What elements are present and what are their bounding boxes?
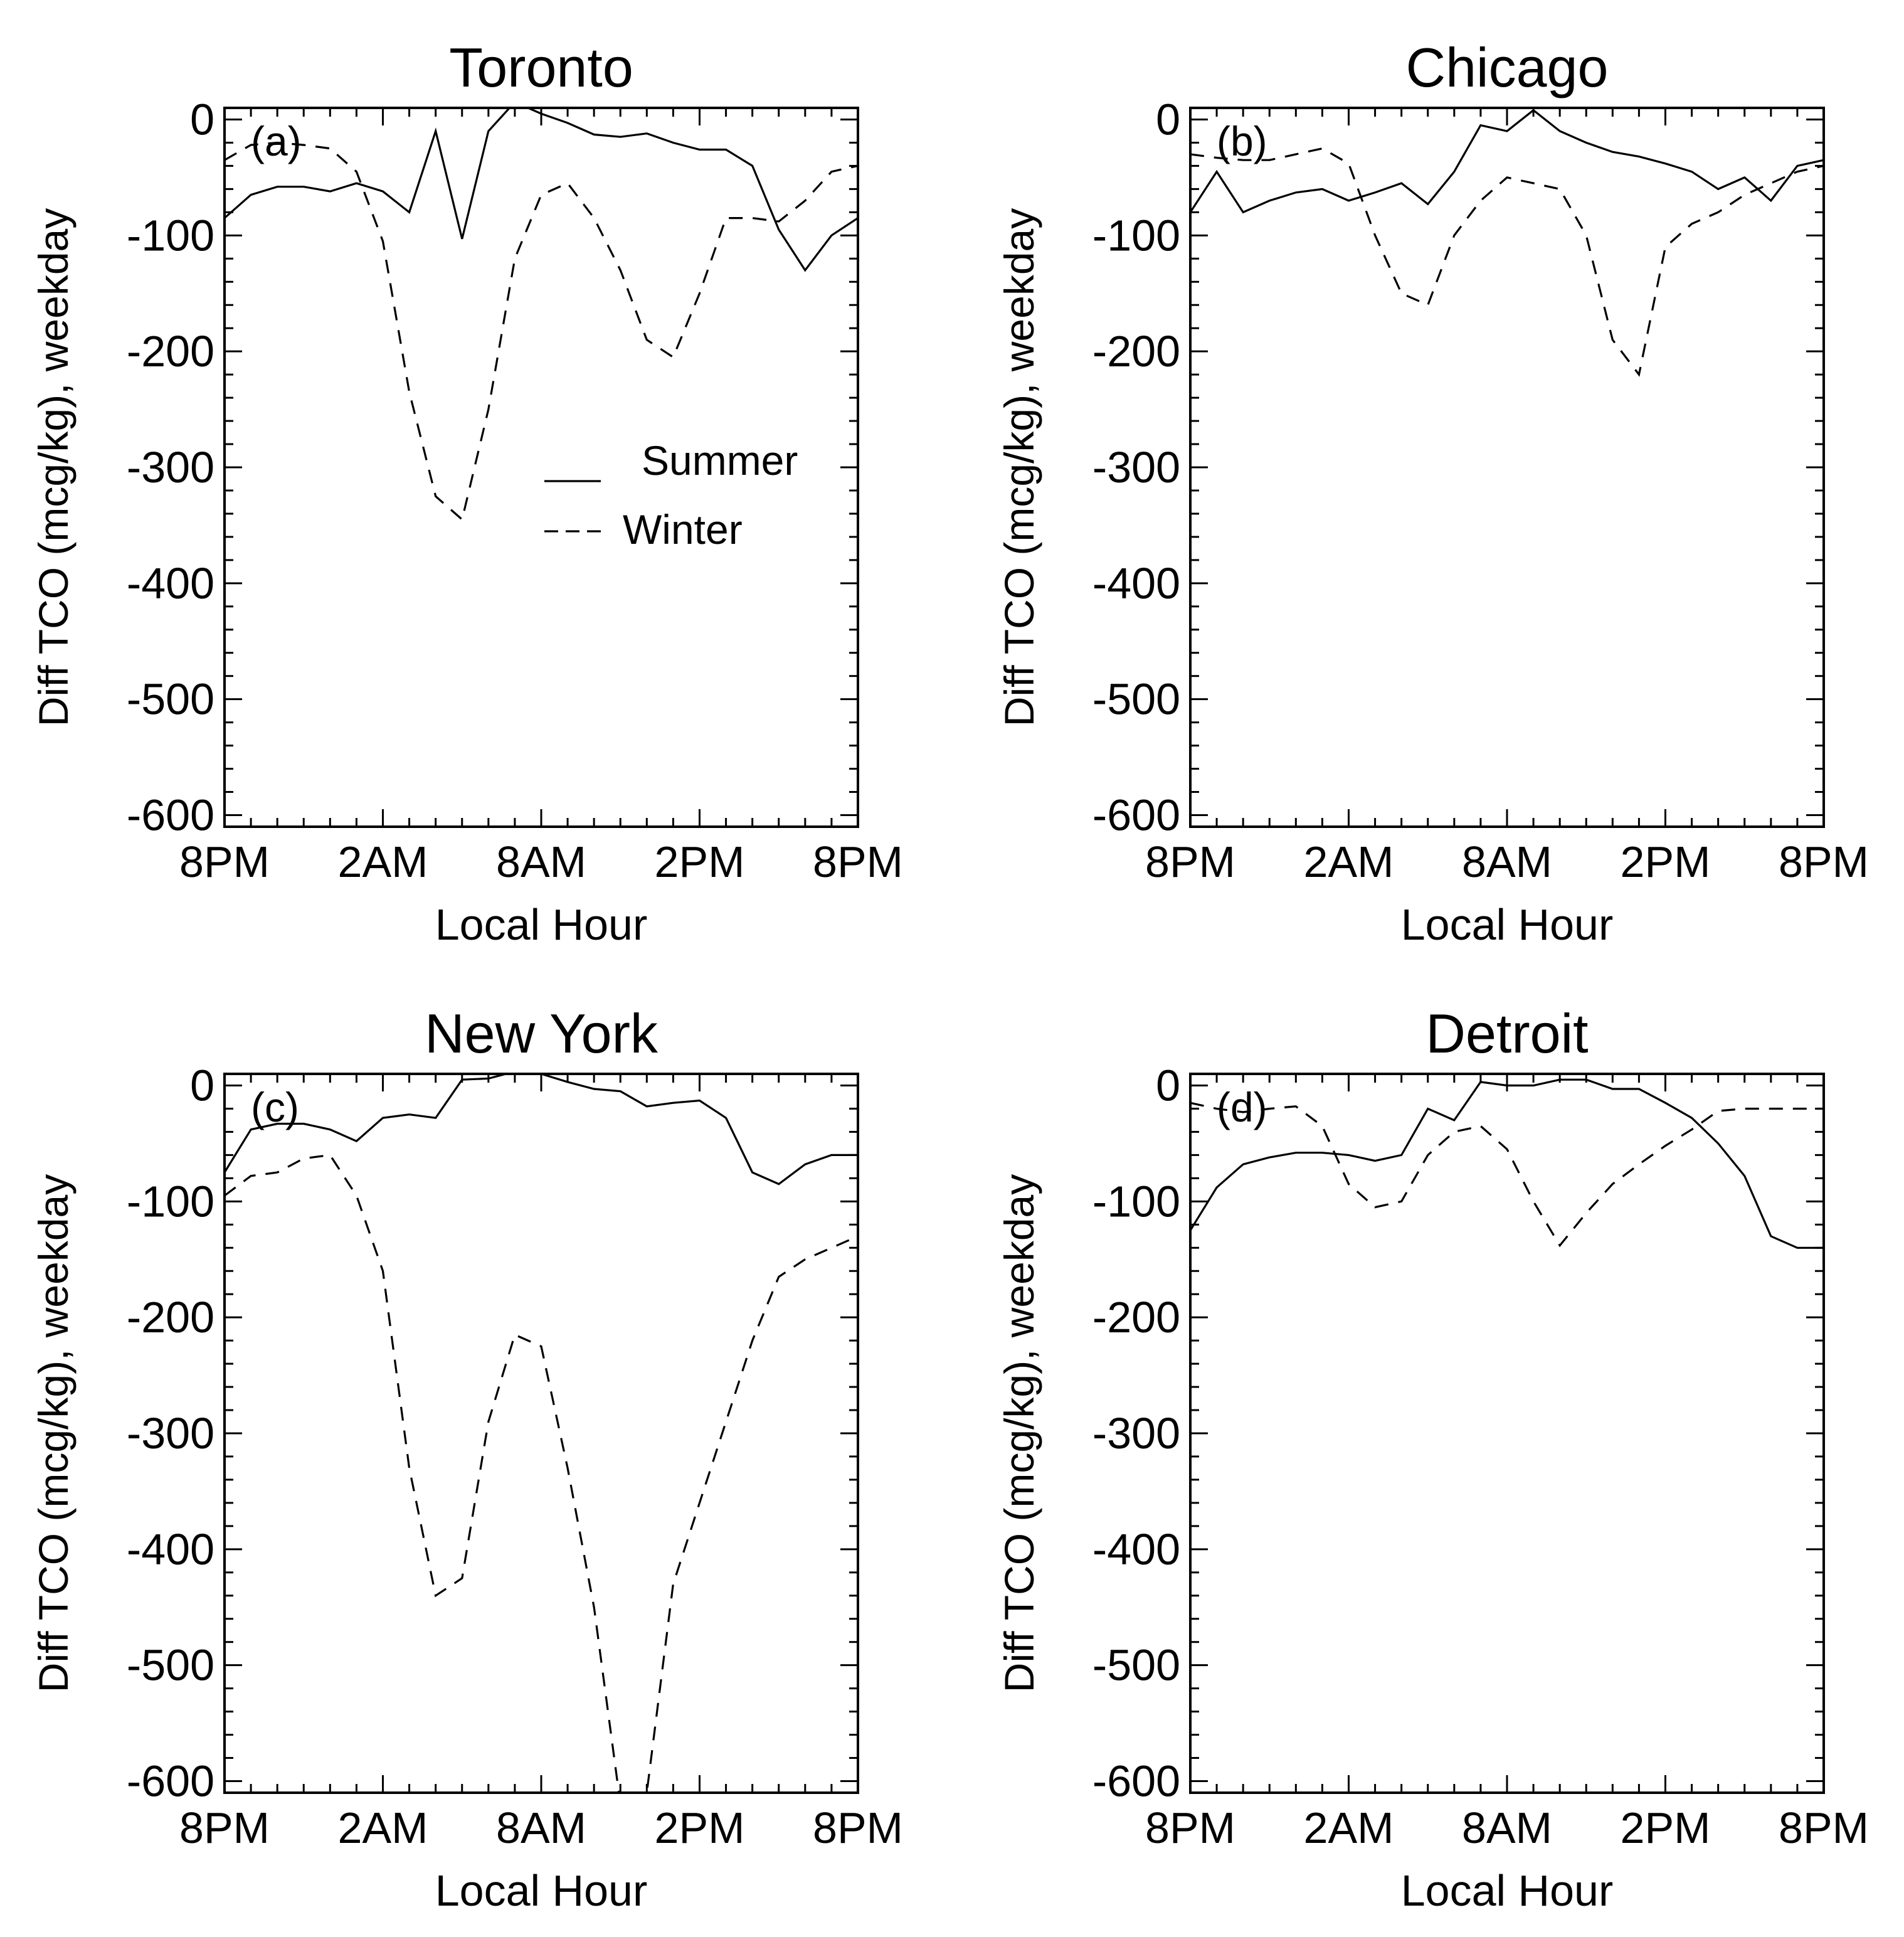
y-axis-label: Diff TCO (mcg/kg), weekday <box>996 208 1042 726</box>
chart-title: Detroit <box>1425 1002 1588 1064</box>
chart-panel-3: Detroit 8PM 2AM 8AM 2PM 8PM 0 -100 -200 -300 -400 -… <box>996 1002 1869 1915</box>
x-tick-label: 8PM <box>179 837 270 886</box>
y-tick-label: -500 <box>1092 675 1180 724</box>
y-tick-label: -200 <box>1092 1293 1180 1342</box>
panel-label: (b) <box>1217 118 1267 164</box>
x-tick-label: 8AM <box>1462 837 1552 886</box>
x-axis-label: Local Hour <box>1401 900 1614 949</box>
y-tick-label: -500 <box>1092 1641 1180 1690</box>
plot-frame <box>223 1073 859 1794</box>
y-tick-label: -200 <box>1092 327 1180 376</box>
x-tick-label: 2AM <box>338 1803 428 1852</box>
legend-label-summer: Summer <box>642 437 798 484</box>
y-tick-label: 0 <box>1156 1061 1180 1110</box>
legend: Summer Winter <box>544 437 798 553</box>
y-tick-label: -400 <box>127 1525 214 1574</box>
x-tick-label: 2PM <box>655 1803 745 1852</box>
y-axis-label: Diff TCO (mcg/kg), weekday <box>996 1174 1042 1692</box>
panel-label: (a) <box>251 118 302 164</box>
y-tick-label: -600 <box>127 1757 214 1806</box>
y-axis-label: Diff TCO (mcg/kg), weekday <box>30 208 77 726</box>
x-tick-label: 8AM <box>496 837 586 886</box>
series-line-summer <box>1190 109 1824 214</box>
panel-label: (c) <box>251 1084 299 1130</box>
x-tick-label: 2AM <box>1304 837 1394 886</box>
series-line-summer <box>225 1074 858 1186</box>
y-tick-label: -200 <box>127 327 214 376</box>
y-tick-label: -300 <box>1092 1409 1180 1458</box>
y-tick-label: -600 <box>1092 791 1180 840</box>
chart-panel-1: Chicago 8PM 2AM 8AM 2PM 8PM 0 -100 -200 -300 -400 -… <box>996 36 1869 949</box>
x-tick-label: 8PM <box>1145 1803 1235 1852</box>
y-tick-label: -100 <box>127 1177 214 1226</box>
y-tick-label: -400 <box>127 559 214 608</box>
chart-title: Toronto <box>449 36 633 98</box>
x-axis-label: Local Hour <box>1401 1866 1614 1915</box>
x-tick-label: 8PM <box>813 837 903 886</box>
x-tick-label: 2PM <box>1621 837 1711 886</box>
y-tick-label: -100 <box>1092 211 1180 260</box>
y-tick-label: -200 <box>127 1293 214 1342</box>
panel-label: (d) <box>1217 1084 1267 1130</box>
x-tick-label: 2PM <box>655 837 745 886</box>
y-tick-label: -500 <box>127 675 214 724</box>
y-axis-label: Diff TCO (mcg/kg), weekday <box>30 1174 77 1692</box>
x-axis-label: Local Hour <box>435 1866 648 1915</box>
x-tick-label: 2AM <box>338 837 428 886</box>
series-line-winter <box>225 1154 858 1793</box>
chart-panel-2: New York 8PM 2AM 8AM 2PM 8PM 0 -100 -200 -300 -400… <box>30 1002 903 1915</box>
series-line-winter <box>1190 1101 1824 1248</box>
x-tick-label: 8PM <box>813 1803 903 1852</box>
legend-label-winter: Winter <box>623 506 743 553</box>
x-tick-label: 8PM <box>1779 837 1869 886</box>
y-tick-label: -400 <box>1092 1525 1180 1574</box>
y-tick-label: -300 <box>127 1409 214 1458</box>
x-tick-label: 2PM <box>1621 1803 1711 1852</box>
chart-title: New York <box>425 1002 658 1064</box>
x-tick-label: 8PM <box>1145 837 1235 886</box>
y-tick-label: -600 <box>1092 1757 1180 1806</box>
x-axis-label: Local Hour <box>435 900 648 949</box>
y-tick-label: -300 <box>1092 443 1180 492</box>
series-line-summer <box>225 108 858 272</box>
x-tick-label: 8PM <box>1779 1803 1869 1852</box>
y-tick-label: -600 <box>127 791 214 840</box>
x-tick-label: 2AM <box>1304 1803 1394 1852</box>
y-tick-label: 0 <box>190 95 214 144</box>
plot-frame <box>1189 107 1825 828</box>
y-tick-label: -400 <box>1092 559 1180 608</box>
plot-frame <box>1189 1073 1825 1794</box>
x-tick-label: 8AM <box>496 1803 586 1852</box>
x-tick-label: 8PM <box>179 1803 270 1852</box>
y-tick-label: -300 <box>127 443 214 492</box>
y-tick-label: -100 <box>127 211 214 260</box>
y-tick-label: -100 <box>1092 1177 1180 1226</box>
series-line-winter <box>1190 147 1824 377</box>
y-tick-label: 0 <box>190 1061 214 1110</box>
y-tick-label: -500 <box>127 1641 214 1690</box>
chart-title: Chicago <box>1406 36 1609 98</box>
series-line-summer <box>1190 1078 1824 1249</box>
y-tick-label: 0 <box>1156 95 1180 144</box>
x-tick-label: 8AM <box>1462 1803 1552 1852</box>
chart-panel-0: Toronto 8PM 2AM 8AM 2PM 8PM 0 -100 -200 -300 -400 -… <box>30 36 903 949</box>
